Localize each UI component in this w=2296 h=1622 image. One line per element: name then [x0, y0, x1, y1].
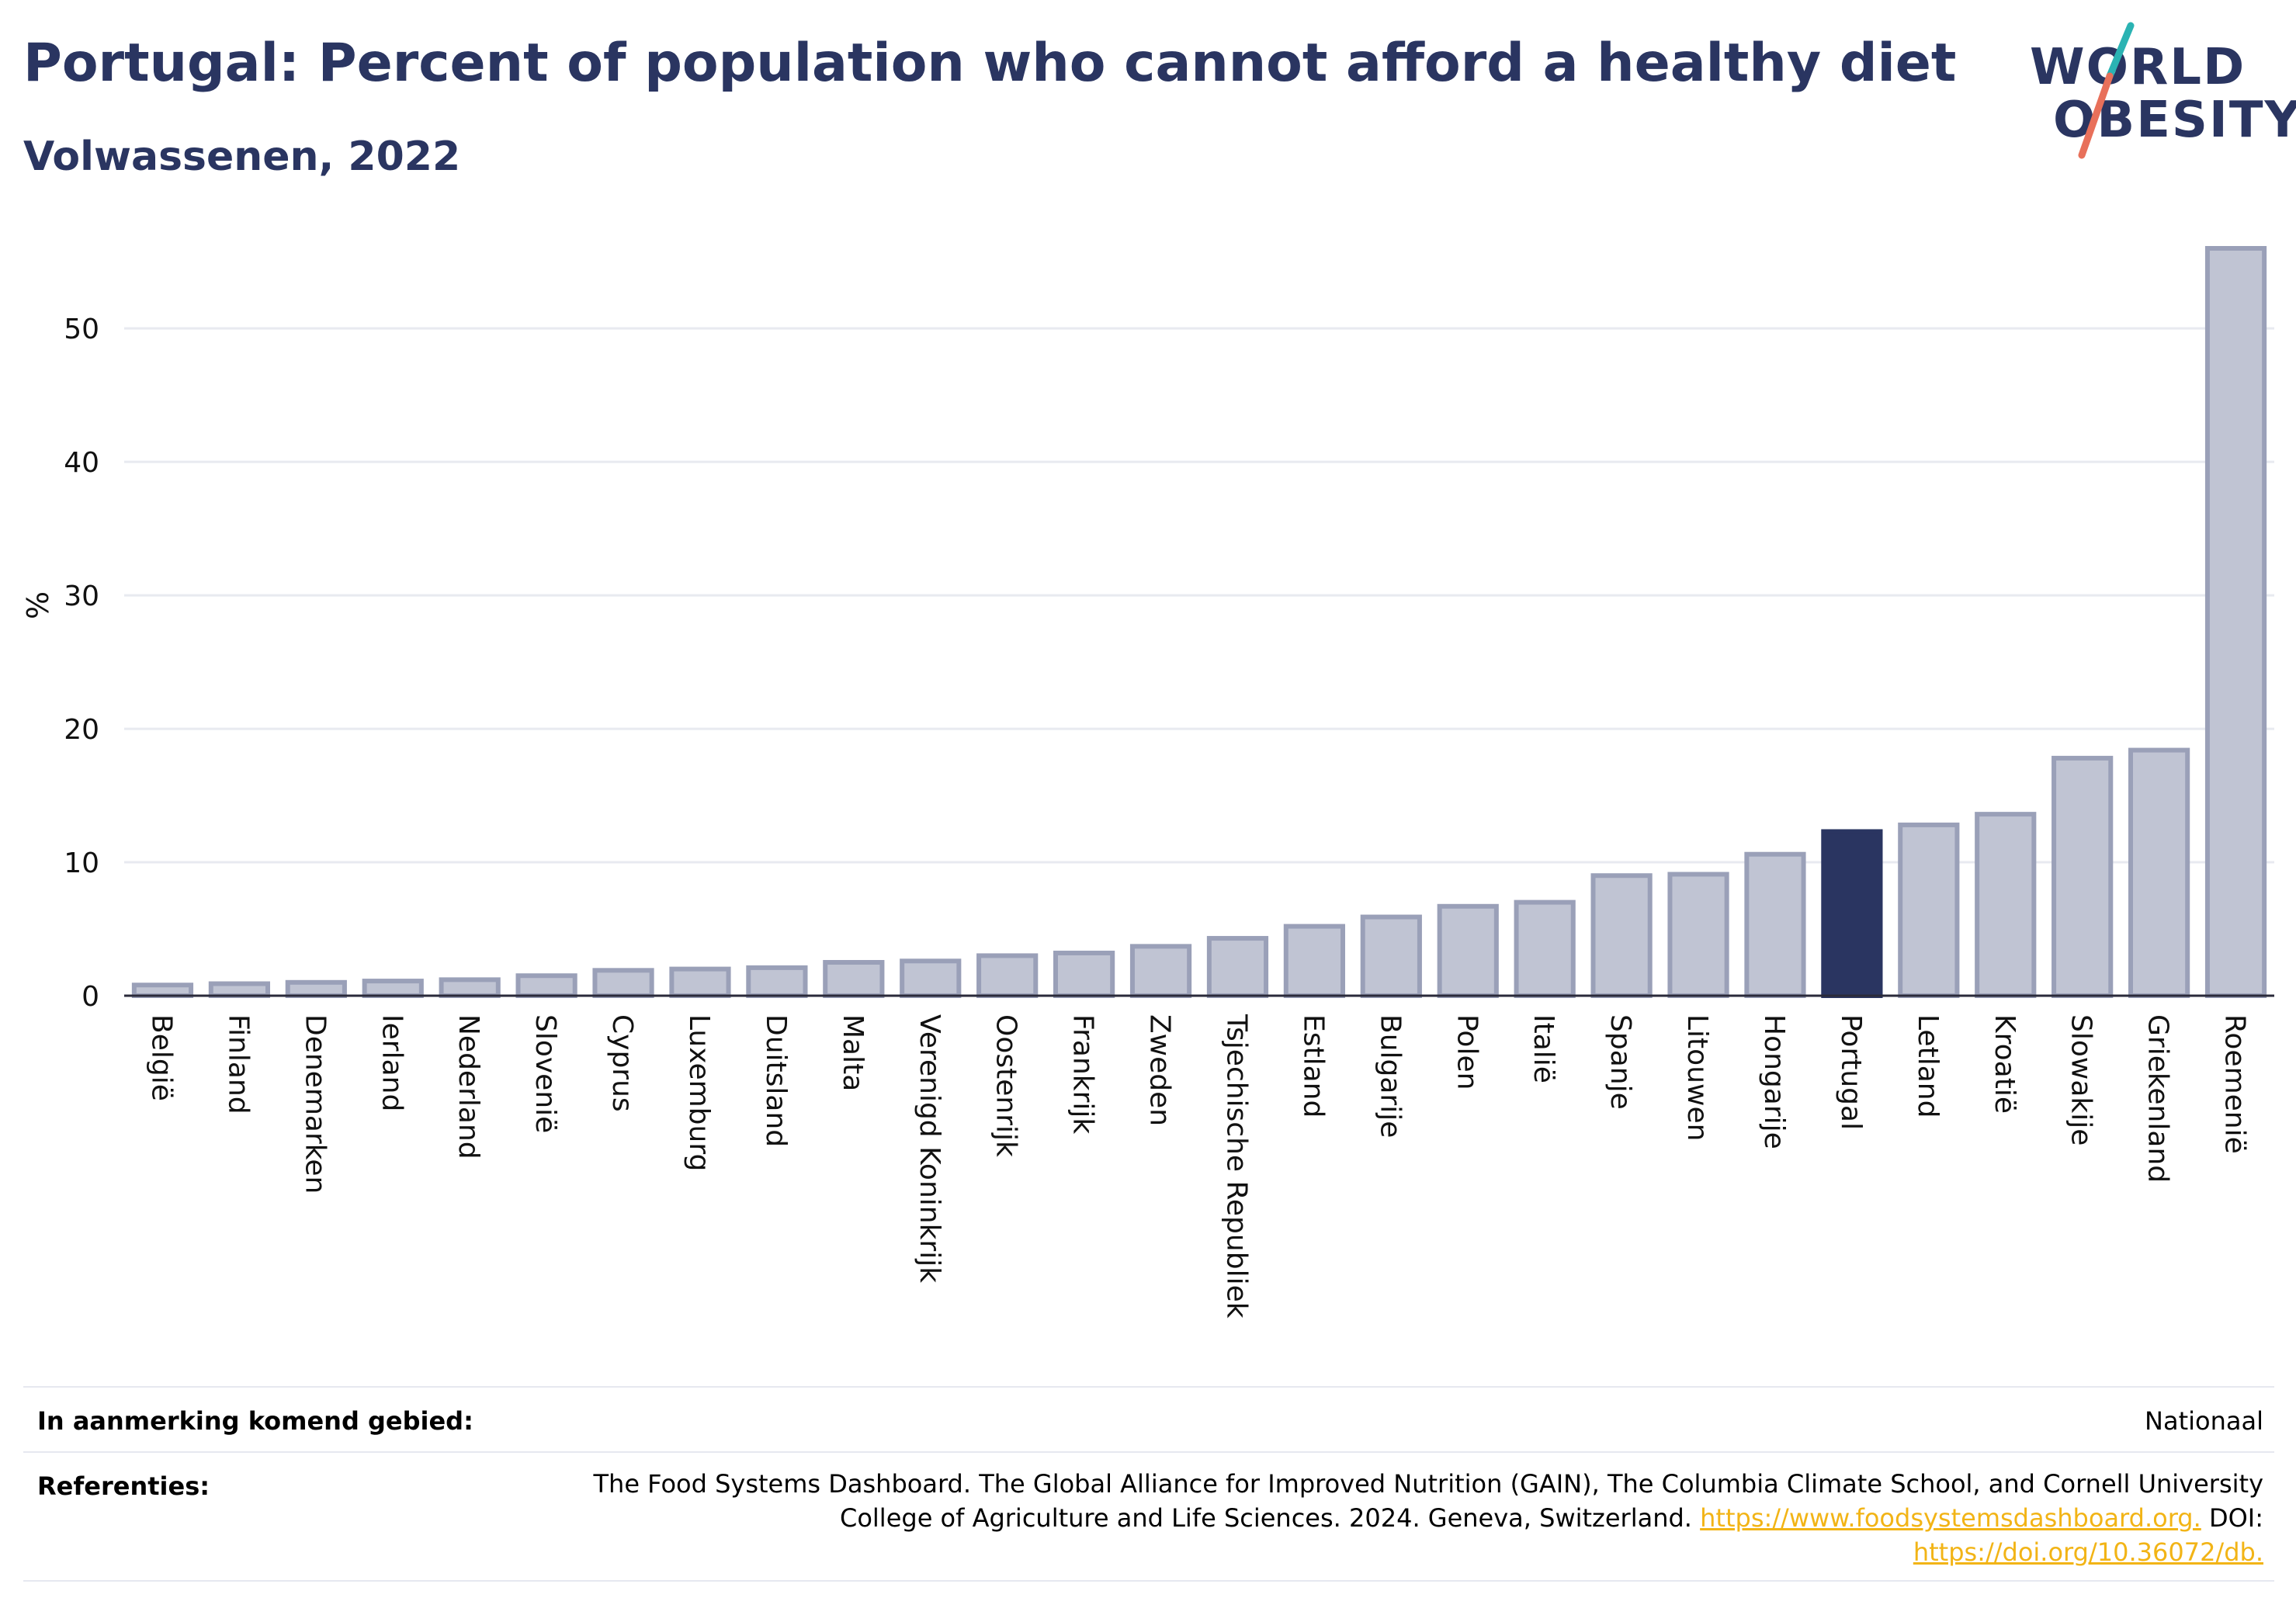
y-tick-label: 20: [64, 714, 99, 746]
bar-malta[interactable]: [823, 960, 885, 998]
x-tick-label: Denemarken: [299, 1014, 331, 1194]
bar-ierland[interactable]: [362, 979, 424, 998]
bar-kroati-[interactable]: [1975, 812, 2037, 999]
region-value: Nationaal: [2145, 1406, 2263, 1436]
x-tick-label: Litouwen: [1681, 1014, 1713, 1141]
bar-sloveni-[interactable]: [515, 973, 577, 999]
bar-slowakije[interactable]: [2051, 755, 2114, 998]
bar-verenigd-koninkrijk[interactable]: [900, 958, 962, 999]
page-subtitle: Volwassenen, 2022: [23, 133, 461, 180]
references-link-doi[interactable]: https://doi.org/10.36072/db.: [1913, 1537, 2263, 1567]
y-axis-label: %: [21, 591, 55, 619]
y-tick-label: 10: [64, 847, 99, 879]
logo-slash-icon: [2078, 22, 2135, 159]
x-tick-label: Cyprus: [606, 1014, 638, 1112]
bar-polen[interactable]: [1437, 903, 1499, 999]
x-tick-label: Roemenië: [2219, 1014, 2251, 1154]
bar-bulgarije[interactable]: [1360, 914, 1422, 999]
footer-divider: [23, 1580, 2274, 1582]
bar-duitsland[interactable]: [746, 965, 808, 999]
y-tick-label: 30: [64, 581, 99, 612]
x-tick-label: Frankrijk: [1067, 1014, 1099, 1134]
x-axis-labels: België Finland Denemarken Ierland Nederland S…: [145, 1014, 2250, 1319]
region-label: In aanmerking komend gebied:: [37, 1406, 473, 1436]
footer-divider: [23, 1451, 2274, 1453]
bar-litouwen[interactable]: [1667, 872, 1729, 999]
x-tick-label: Kroatië: [1989, 1014, 2020, 1114]
x-tick-label: Bulgarije: [1374, 1014, 1406, 1138]
references-text: The Food Systems Dashboard. The Global A…: [556, 1467, 2263, 1569]
bar-estland[interactable]: [1283, 924, 1345, 998]
bar-nederland[interactable]: [439, 977, 501, 998]
x-tick-label: Verenigd Koninkrijk: [914, 1014, 945, 1283]
x-tick-label: Luxemburg: [683, 1014, 715, 1171]
bar-portugal[interactable]: [1821, 829, 1883, 999]
bar-chart: 0 10 20 30 40 50 % België Finland Denemarken Ier…: [21, 246, 2274, 1319]
footer-divider: [23, 1386, 2274, 1388]
bar-griekenland[interactable]: [2128, 747, 2190, 998]
bar-tsjechische-republiek[interactable]: [1206, 936, 1269, 998]
bar-belgi-[interactable]: [131, 983, 194, 999]
page-title: Portugal: Percent of population who cann…: [23, 33, 1957, 94]
references-doi-label: DOI:: [2201, 1503, 2263, 1533]
y-tick-label: 50: [64, 314, 99, 345]
x-tick-label: Finland: [222, 1014, 254, 1114]
y-tick-label: 0: [82, 981, 99, 1013]
x-tick-label: Polen: [1451, 1014, 1483, 1090]
references-body: The Food Systems Dashboard. The Global A…: [593, 1469, 2263, 1533]
x-tick-label: Portugal: [1835, 1014, 1867, 1130]
bars: [131, 246, 2267, 999]
y-tick-label: 40: [64, 447, 99, 479]
bar-denemarken[interactable]: [285, 979, 347, 999]
bar-luxemburg[interactable]: [669, 966, 731, 998]
x-tick-label: Spanje: [1604, 1014, 1636, 1110]
x-tick-label: Italië: [1528, 1014, 1559, 1083]
bar-letland[interactable]: [1898, 822, 1960, 999]
x-tick-label: België: [145, 1014, 177, 1101]
x-tick-label: Tsjechische Republiek: [1220, 1014, 1252, 1319]
y-axis-ticks: 0 10 20 30 40 50: [64, 314, 99, 1013]
x-tick-label: Nederland: [453, 1014, 484, 1159]
bar-frankrijk[interactable]: [1053, 950, 1115, 999]
logo-line-1: WORLD: [2030, 39, 2246, 96]
bar-oostenrijk[interactable]: [976, 953, 1039, 998]
x-tick-label: Oostenrijk: [990, 1014, 1022, 1157]
x-tick-label: Zweden: [1144, 1014, 1176, 1126]
x-tick-label: Slovenië: [529, 1014, 561, 1133]
world-obesity-logo: WORLD OBESITY: [2018, 22, 2296, 169]
bar-zweden[interactable]: [1129, 944, 1192, 999]
x-tick-label: Ierland: [376, 1014, 408, 1111]
x-tick-label: Slowakije: [2065, 1014, 2097, 1145]
references-link-dashboard[interactable]: https://www.foodsystemsdashboard.org.: [1700, 1503, 2201, 1533]
x-tick-label: Malta: [837, 1014, 869, 1091]
x-tick-label: Estland: [1297, 1014, 1329, 1118]
x-tick-label: Duitsland: [760, 1014, 792, 1147]
bar-spanje[interactable]: [1590, 873, 1653, 998]
bar-cyprus[interactable]: [592, 968, 654, 998]
x-tick-label: Hongarije: [1758, 1014, 1790, 1149]
grid-lines: [124, 327, 2274, 864]
references-label: Referenties:: [37, 1471, 210, 1501]
x-tick-label: Griekenland: [2142, 1014, 2174, 1183]
bar-finland[interactable]: [208, 981, 270, 998]
bar-hongarije[interactable]: [1744, 851, 1806, 998]
bar-itali-[interactable]: [1514, 899, 1576, 998]
bar-roemeni-[interactable]: [2204, 246, 2267, 998]
x-tick-label: Letland: [1912, 1014, 1944, 1118]
